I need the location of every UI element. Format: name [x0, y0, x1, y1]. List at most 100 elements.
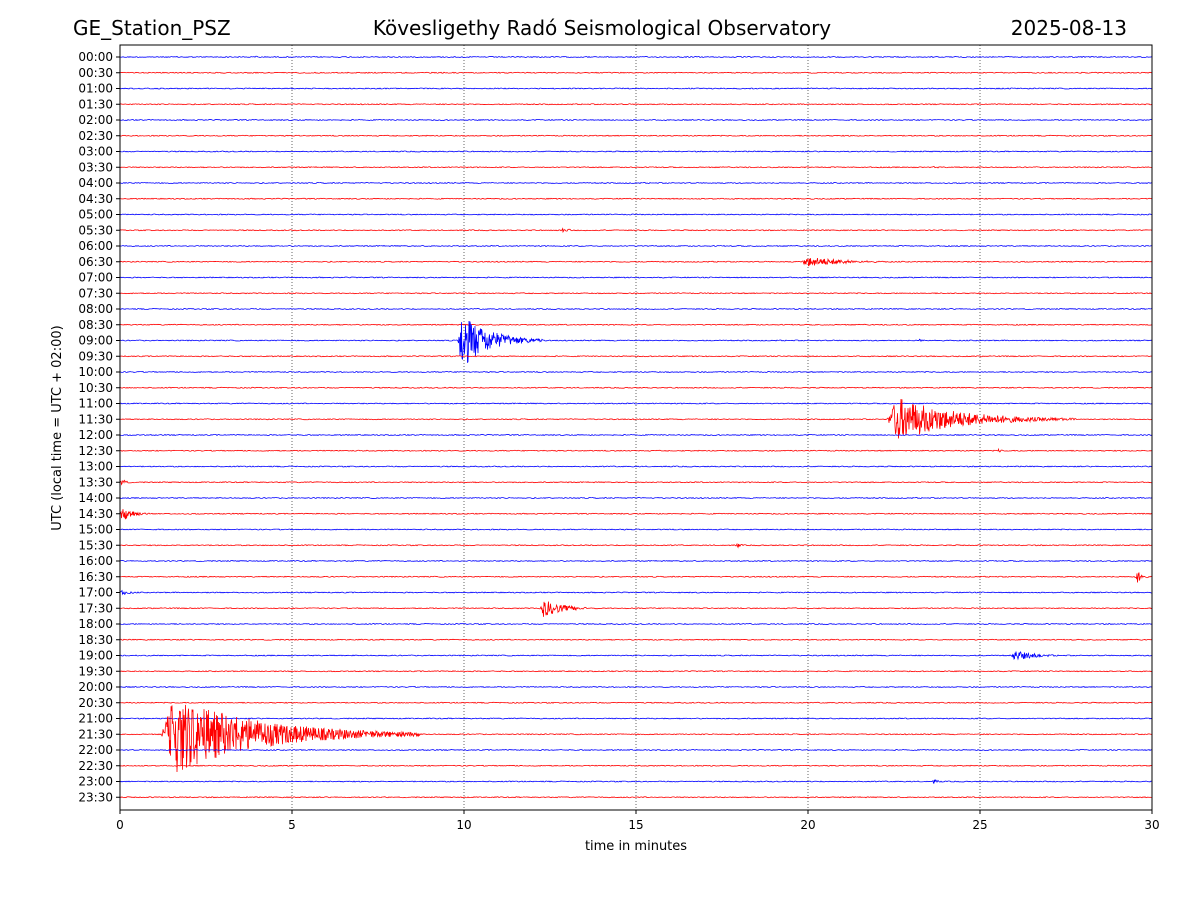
y-tick-label: 01:00: [78, 82, 113, 96]
y-tick-label: 01:30: [78, 97, 113, 111]
trace-1500: [119, 528, 1153, 531]
y-tick-label: 09:00: [78, 334, 113, 348]
y-tick-label: 15:00: [78, 523, 113, 537]
y-tick-label: 06:00: [78, 239, 113, 253]
trace-0630: [119, 257, 1153, 267]
y-tick-label: 16:00: [78, 554, 113, 568]
trace-0530: [119, 227, 1153, 233]
grid-lines: [291, 45, 981, 810]
trace-1130: [119, 398, 1153, 439]
y-tick-label: 18:00: [78, 617, 113, 631]
y-tick-label: 11:00: [78, 397, 113, 411]
trace-0430: [119, 197, 1153, 200]
y-tick-label: 05:00: [78, 208, 113, 222]
y-tick-label: 17:30: [78, 601, 113, 615]
plot-frame: [119, 44, 1153, 811]
trace-2030: [119, 701, 1153, 704]
trace-1300: [119, 465, 1153, 468]
trace-0030: [119, 71, 1153, 74]
x-tick-label: 0: [116, 818, 124, 832]
trace-0130: [119, 103, 1153, 106]
x-axis-label: time in minutes: [585, 839, 687, 854]
x-tick-label: 20: [800, 818, 815, 832]
y-tick-label: 13:00: [78, 460, 113, 474]
y-tick-label: 23:30: [78, 790, 113, 804]
y-tick-label: 10:00: [78, 365, 113, 379]
trace-1800: [119, 622, 1153, 625]
y-tick-label: 14:00: [78, 491, 113, 505]
y-tick-label: 08:00: [78, 302, 113, 316]
trace-0300: [119, 150, 1153, 153]
y-tick-label: 22:00: [78, 743, 113, 757]
y-tick-label: 14:30: [78, 507, 113, 521]
trace-1900: [119, 651, 1153, 661]
trace-0600: [119, 244, 1153, 248]
trace-2100: [119, 717, 1153, 720]
trace-0700: [119, 276, 1153, 279]
y-tick-label: 00:00: [78, 50, 113, 64]
trace-2300: [119, 779, 1153, 784]
seismogram-traces: [119, 55, 1153, 799]
trace-2230: [119, 764, 1153, 767]
y-tick-label: 19:30: [78, 664, 113, 678]
y-tick-label: 12:30: [78, 444, 113, 458]
y-tick-label: 04:00: [78, 176, 113, 190]
y-tick-label: 08:30: [78, 318, 113, 332]
trace-0000: [119, 55, 1153, 59]
y-tick-label: 07:30: [78, 286, 113, 300]
y-tick-label: 16:30: [78, 570, 113, 584]
y-tick-label: 21:00: [78, 712, 113, 726]
trace-2330: [119, 796, 1153, 799]
trace-2000: [119, 685, 1152, 689]
trace-1830: [119, 638, 1153, 641]
y-tick-label: 18:30: [78, 633, 113, 647]
trace-0830: [119, 323, 1153, 326]
y-tick-label: 17:00: [78, 586, 113, 600]
y-tick-label: 03:00: [78, 145, 113, 159]
trace-0230: [119, 134, 1153, 137]
trace-0330: [119, 165, 1153, 169]
y-tick-label: 20:00: [78, 680, 113, 694]
trace-2200: [119, 748, 1153, 752]
y-tick-label: 20:30: [78, 696, 113, 710]
x-tick-label: 5: [288, 818, 296, 832]
y-tick-label: 15:30: [78, 538, 113, 552]
x-tick-label: 15: [628, 818, 643, 832]
trace-1230: [119, 447, 1153, 453]
y-tick-label: 13:30: [78, 475, 113, 489]
trace-0100: [119, 87, 1153, 90]
y-tick-label: 19:00: [78, 649, 113, 663]
y-tick-label: 23:00: [78, 775, 113, 789]
trace-0730: [119, 292, 1153, 295]
y-tick-label: 21:30: [78, 727, 113, 741]
trace-1030: [119, 386, 1153, 389]
y-tick-label: 07:00: [78, 271, 113, 285]
trace-0500: [119, 213, 1153, 216]
y-tick-label: 02:30: [78, 129, 113, 143]
trace-1530: [119, 542, 1153, 549]
y-tick-label: 05:30: [78, 223, 113, 237]
trace-1430: [119, 509, 1153, 520]
y-tick-label: 06:30: [78, 255, 113, 269]
y-tick-label: 12:00: [78, 428, 113, 442]
y-tick-label: 04:30: [78, 192, 113, 206]
y-tick-label: 02:00: [78, 113, 113, 127]
y-tick-label: 10:30: [78, 381, 113, 395]
y-tick-label: 00:30: [78, 66, 113, 80]
trace-1400: [119, 496, 1153, 500]
trace-1930: [119, 670, 1153, 673]
station-title: GE_Station_PSZ: [73, 16, 231, 40]
trace-1100: [119, 402, 1153, 405]
chart-title: Kövesligethy Radó Seismological Observat…: [373, 16, 831, 40]
trace-2130: [119, 704, 1153, 772]
trace-1600: [119, 560, 1153, 563]
trace-0930: [119, 355, 1153, 358]
trace-0800: [119, 307, 1153, 311]
x-tick-label: 10: [456, 818, 471, 832]
x-tick-label: 30: [1144, 818, 1159, 832]
y-tick-label: 09:30: [78, 349, 113, 363]
trace-1630: [119, 572, 1153, 583]
y-axis-label: UTC (local time = UTC + 02:00): [50, 325, 65, 530]
trace-0200: [119, 118, 1153, 122]
